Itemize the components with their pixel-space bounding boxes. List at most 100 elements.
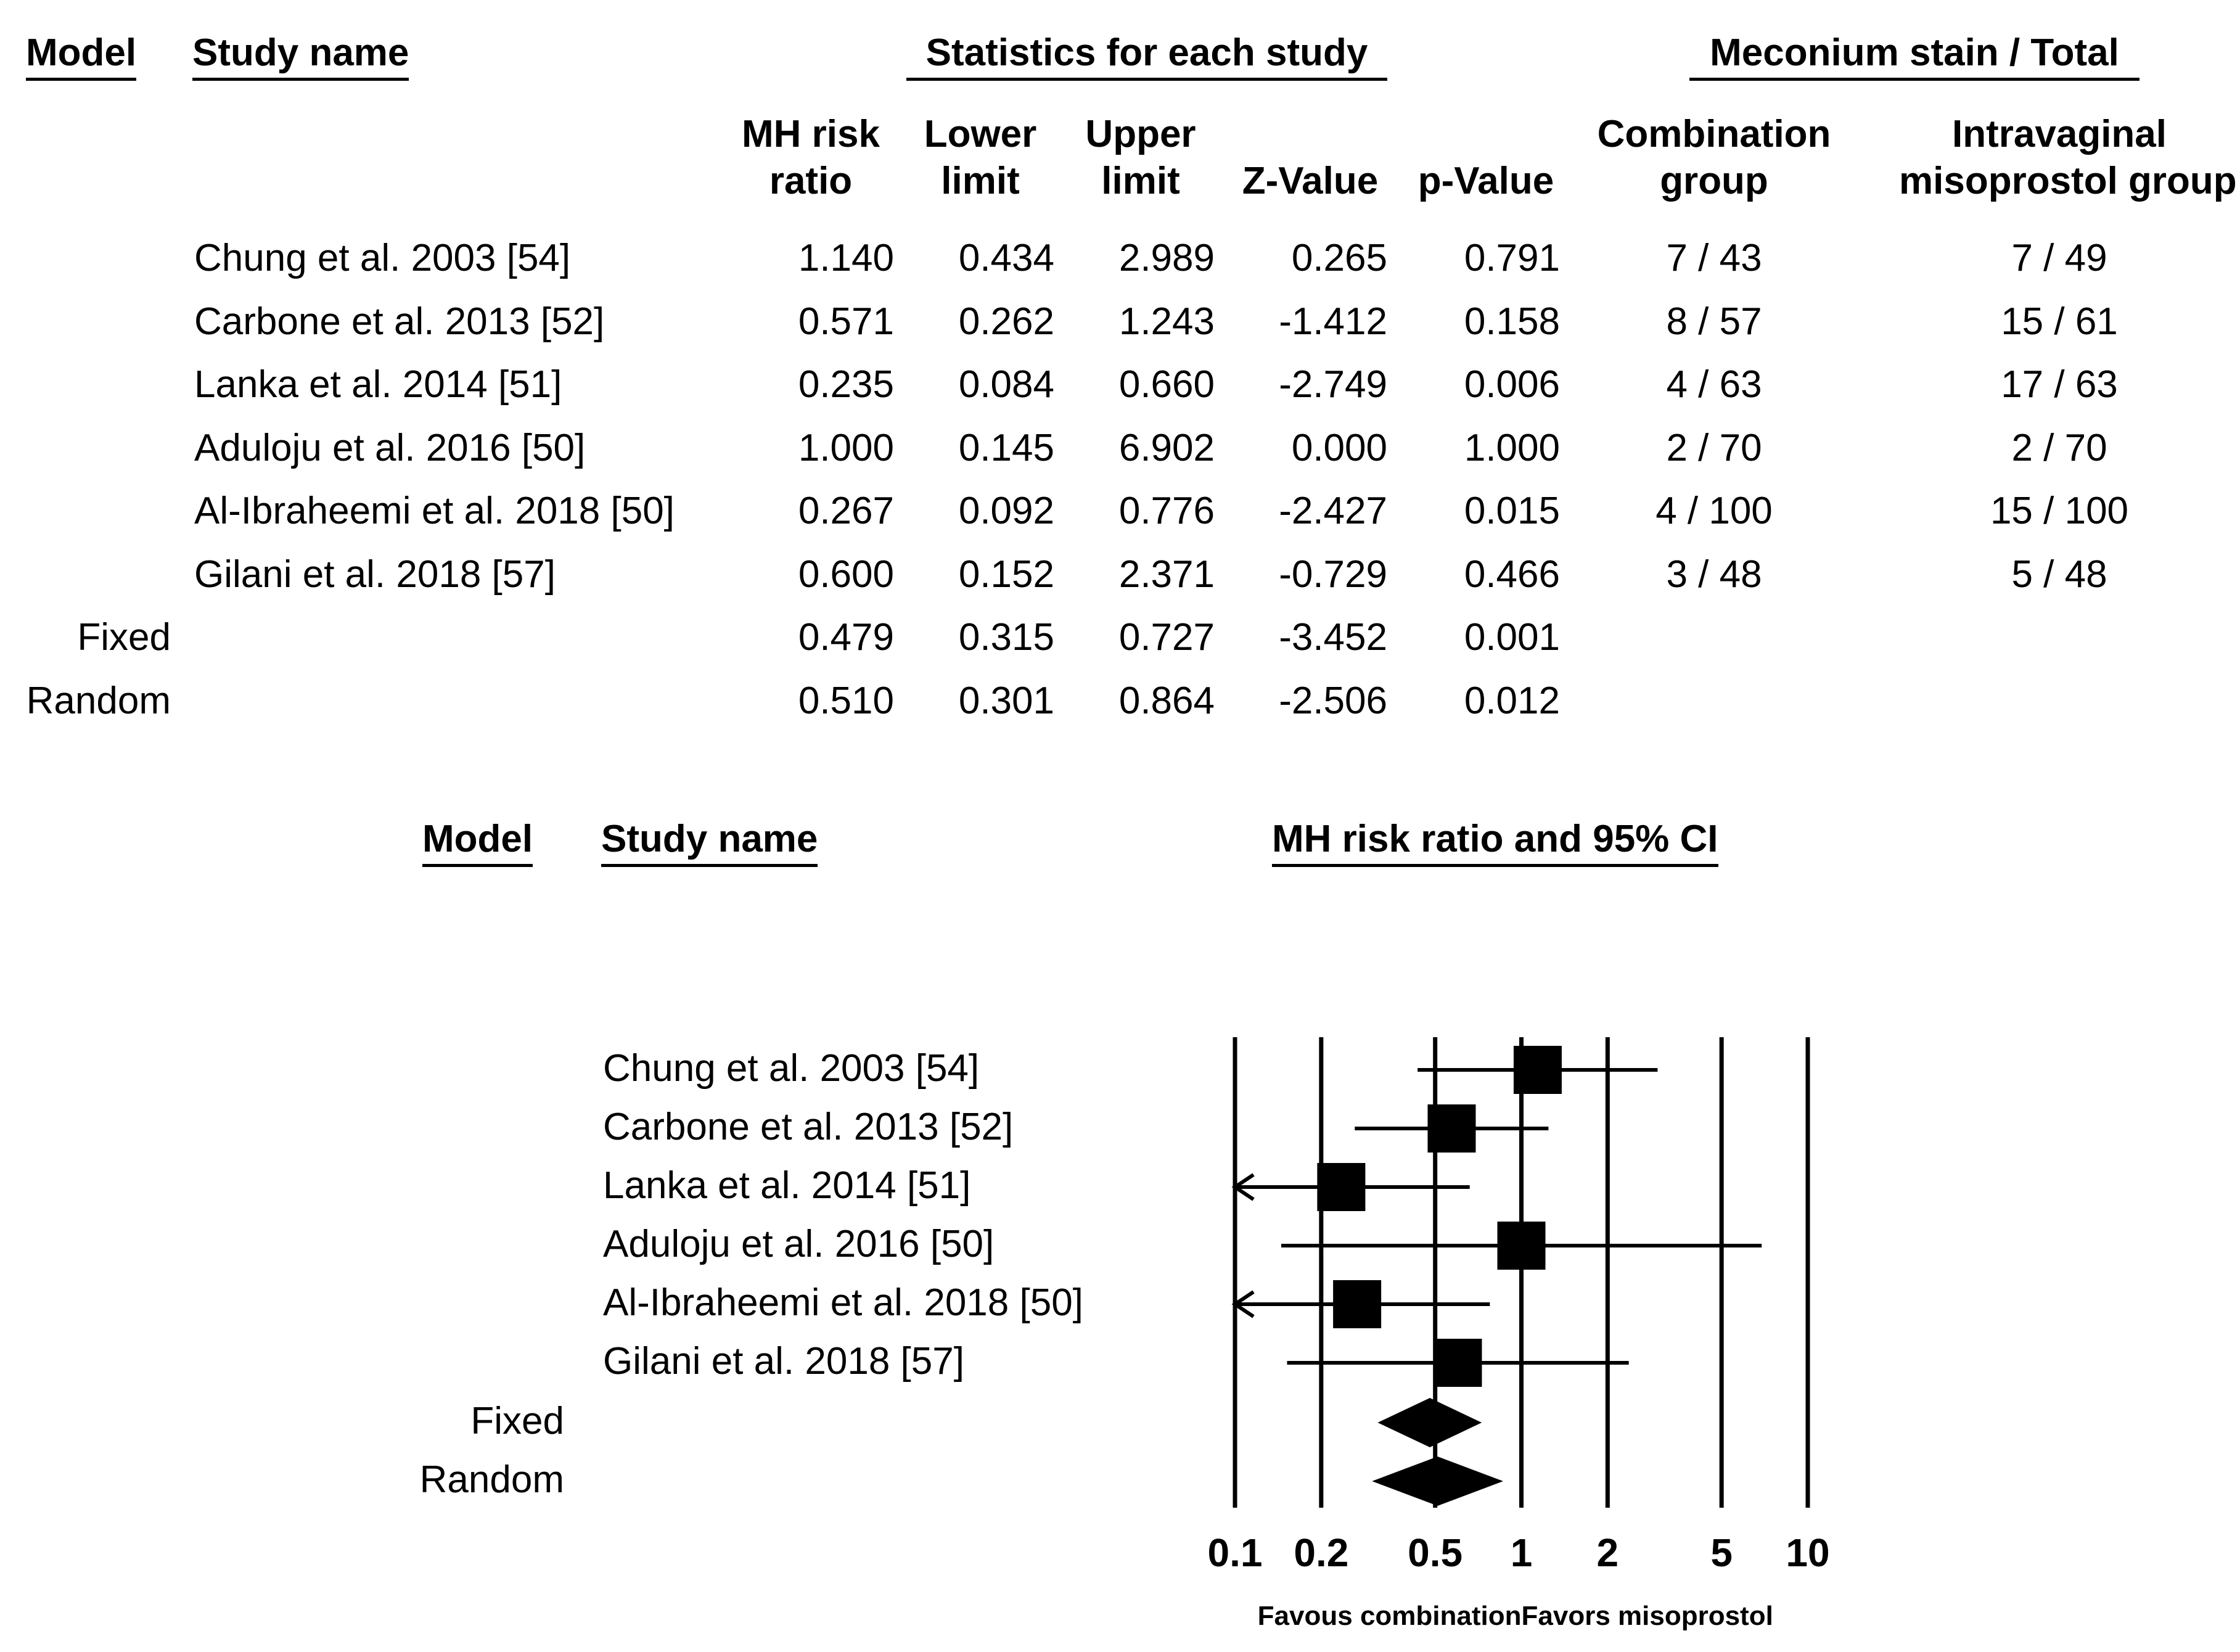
lower-cell: 0.301 bbox=[958, 679, 1054, 722]
lower-header-line1: Lower bbox=[924, 113, 1037, 155]
z-column-header: Z-Value bbox=[1242, 160, 1379, 202]
forest-study-label: Al-Ibraheemi et al. 2018 [50] bbox=[603, 1281, 1083, 1324]
study-name-header: Study name bbox=[192, 31, 409, 81]
p-cell: 0.015 bbox=[1464, 490, 1560, 532]
study-name-cell: Chung et al. 2003 [54] bbox=[194, 237, 571, 279]
z-cell: -2.506 bbox=[1279, 679, 1387, 722]
upper-column-header: Upper limit bbox=[1061, 111, 1221, 205]
pooled-diamond bbox=[1377, 1398, 1482, 1447]
lower-column-header: Lower limit bbox=[900, 111, 1061, 205]
study-name-cell: Lanka et al. 2014 [51] bbox=[194, 363, 562, 406]
study-name-cell: Al-Ibraheemi et al. 2018 [50] bbox=[194, 490, 675, 532]
rr-cell: 1.000 bbox=[798, 426, 894, 469]
model-cell: Fixed bbox=[77, 616, 171, 659]
p-cell: 0.158 bbox=[1464, 300, 1560, 343]
lower-cell: 0.152 bbox=[958, 553, 1054, 596]
forest-model-header: Model bbox=[422, 817, 533, 867]
rr-cell: 0.479 bbox=[798, 616, 894, 659]
favors-left-label: Favous combination bbox=[1258, 1601, 1522, 1631]
study-name-cell: Carbone et al. 2013 [52] bbox=[194, 300, 605, 343]
ci-arrow bbox=[1231, 1173, 1255, 1201]
model-cell: Random bbox=[26, 679, 171, 722]
study-marker bbox=[1427, 1104, 1476, 1153]
lower-cell: 0.084 bbox=[958, 363, 1054, 406]
combination-header-line2: group bbox=[1660, 160, 1768, 202]
lower-cell: 0.315 bbox=[958, 616, 1054, 659]
p-cell: 0.001 bbox=[1464, 616, 1560, 659]
upper-cell: 0.864 bbox=[1118, 679, 1215, 722]
z-cell: -1.412 bbox=[1279, 300, 1387, 343]
favors-right-label: Favors misoprostol bbox=[1522, 1601, 1773, 1631]
p-cell: 1.000 bbox=[1464, 426, 1560, 469]
upper-cell: 0.727 bbox=[1118, 616, 1215, 659]
forest-model-label: Random bbox=[419, 1458, 564, 1501]
study-marker bbox=[1333, 1280, 1382, 1328]
combo-cell: 7 / 43 bbox=[1666, 237, 1762, 279]
study-name-cell: Gilani et al. 2018 [57] bbox=[194, 553, 556, 596]
rr-header-line1: MH risk bbox=[742, 113, 880, 155]
forest-study-label: Lanka et al. 2014 [51] bbox=[603, 1164, 971, 1207]
study-name-cell: Aduloju et al. 2016 [50] bbox=[194, 426, 586, 469]
z-cell: -3.452 bbox=[1279, 616, 1387, 659]
study-marker bbox=[1434, 1339, 1482, 1387]
intravaginal-header-line1: Intravaginal bbox=[1952, 113, 2167, 155]
forest-model-label: Fixed bbox=[470, 1400, 564, 1442]
intra-cell: 7 / 49 bbox=[2011, 237, 2107, 279]
statistics-group-header: Statistics for each study bbox=[906, 31, 1387, 81]
study-marker bbox=[1513, 1046, 1562, 1094]
p-cell: 0.012 bbox=[1464, 679, 1560, 722]
p-cell: 0.791 bbox=[1464, 237, 1560, 279]
upper-header-line2: limit bbox=[1101, 160, 1180, 202]
intra-cell: 15 / 61 bbox=[2001, 300, 2118, 343]
z-cell: -2.427 bbox=[1279, 490, 1387, 532]
p-cell: 0.466 bbox=[1464, 553, 1560, 596]
upper-header-line1: Upper bbox=[1085, 113, 1196, 155]
combo-cell: 4 / 100 bbox=[1655, 490, 1773, 532]
forest-study-label: Gilani et al. 2018 [57] bbox=[603, 1340, 964, 1383]
rr-cell: 0.600 bbox=[798, 553, 894, 596]
combination-column-header: Combination group bbox=[1566, 111, 1862, 205]
rr-cell: 1.140 bbox=[798, 237, 894, 279]
x-tick-label: 0.2 bbox=[1294, 1531, 1348, 1575]
forest-study-label: Chung et al. 2003 [54] bbox=[603, 1047, 980, 1090]
forest-study-label: Aduloju et al. 2016 [50] bbox=[603, 1223, 995, 1265]
counts-group-header: Meconium stain / Total bbox=[1689, 31, 2139, 81]
upper-cell: 2.989 bbox=[1118, 237, 1215, 279]
intravaginal-column-header: Intravaginal misoprostol group bbox=[1899, 111, 2237, 205]
intra-cell: 5 / 48 bbox=[2011, 553, 2107, 596]
x-tick-label: 0.1 bbox=[1208, 1531, 1263, 1575]
intra-cell: 17 / 63 bbox=[2001, 363, 2118, 406]
rr-column-header: MH risk ratio bbox=[728, 111, 894, 205]
rr-cell: 0.235 bbox=[798, 363, 894, 406]
rr-cell: 0.267 bbox=[798, 490, 894, 532]
p-column-header: p-Value bbox=[1417, 160, 1554, 202]
p-cell: 0.006 bbox=[1464, 363, 1560, 406]
x-tick-label: 10 bbox=[1786, 1531, 1829, 1575]
model-header: Model bbox=[26, 31, 137, 81]
rr-cell: 0.510 bbox=[798, 679, 894, 722]
lower-cell: 0.434 bbox=[958, 237, 1054, 279]
study-marker bbox=[1497, 1222, 1546, 1270]
upper-cell: 6.902 bbox=[1118, 426, 1215, 469]
rr-header-line2: ratio bbox=[769, 160, 853, 202]
z-cell: 0.000 bbox=[1291, 426, 1387, 469]
combo-cell: 2 / 70 bbox=[1666, 426, 1762, 469]
x-tick-label: 2 bbox=[1597, 1531, 1619, 1575]
combination-header-line1: Combination bbox=[1597, 113, 1831, 155]
forest-study-name-header: Study name bbox=[601, 817, 818, 867]
lower-cell: 0.145 bbox=[958, 426, 1054, 469]
z-cell: -0.729 bbox=[1279, 553, 1387, 596]
combo-cell: 8 / 57 bbox=[1666, 300, 1762, 343]
x-tick-label: 0.5 bbox=[1408, 1531, 1463, 1575]
rr-cell: 0.571 bbox=[798, 300, 894, 343]
ci-arrow bbox=[1231, 1290, 1255, 1318]
x-tick-label: 5 bbox=[1710, 1531, 1733, 1575]
combo-cell: 4 / 63 bbox=[1666, 363, 1762, 406]
pooled-diamond bbox=[1372, 1457, 1504, 1506]
intra-cell: 2 / 70 bbox=[2011, 426, 2107, 469]
forest-plot-title: MH risk ratio and 95% CI bbox=[1272, 817, 1718, 867]
lower-cell: 0.262 bbox=[958, 300, 1054, 343]
lower-cell: 0.092 bbox=[958, 490, 1054, 532]
upper-cell: 0.660 bbox=[1118, 363, 1215, 406]
